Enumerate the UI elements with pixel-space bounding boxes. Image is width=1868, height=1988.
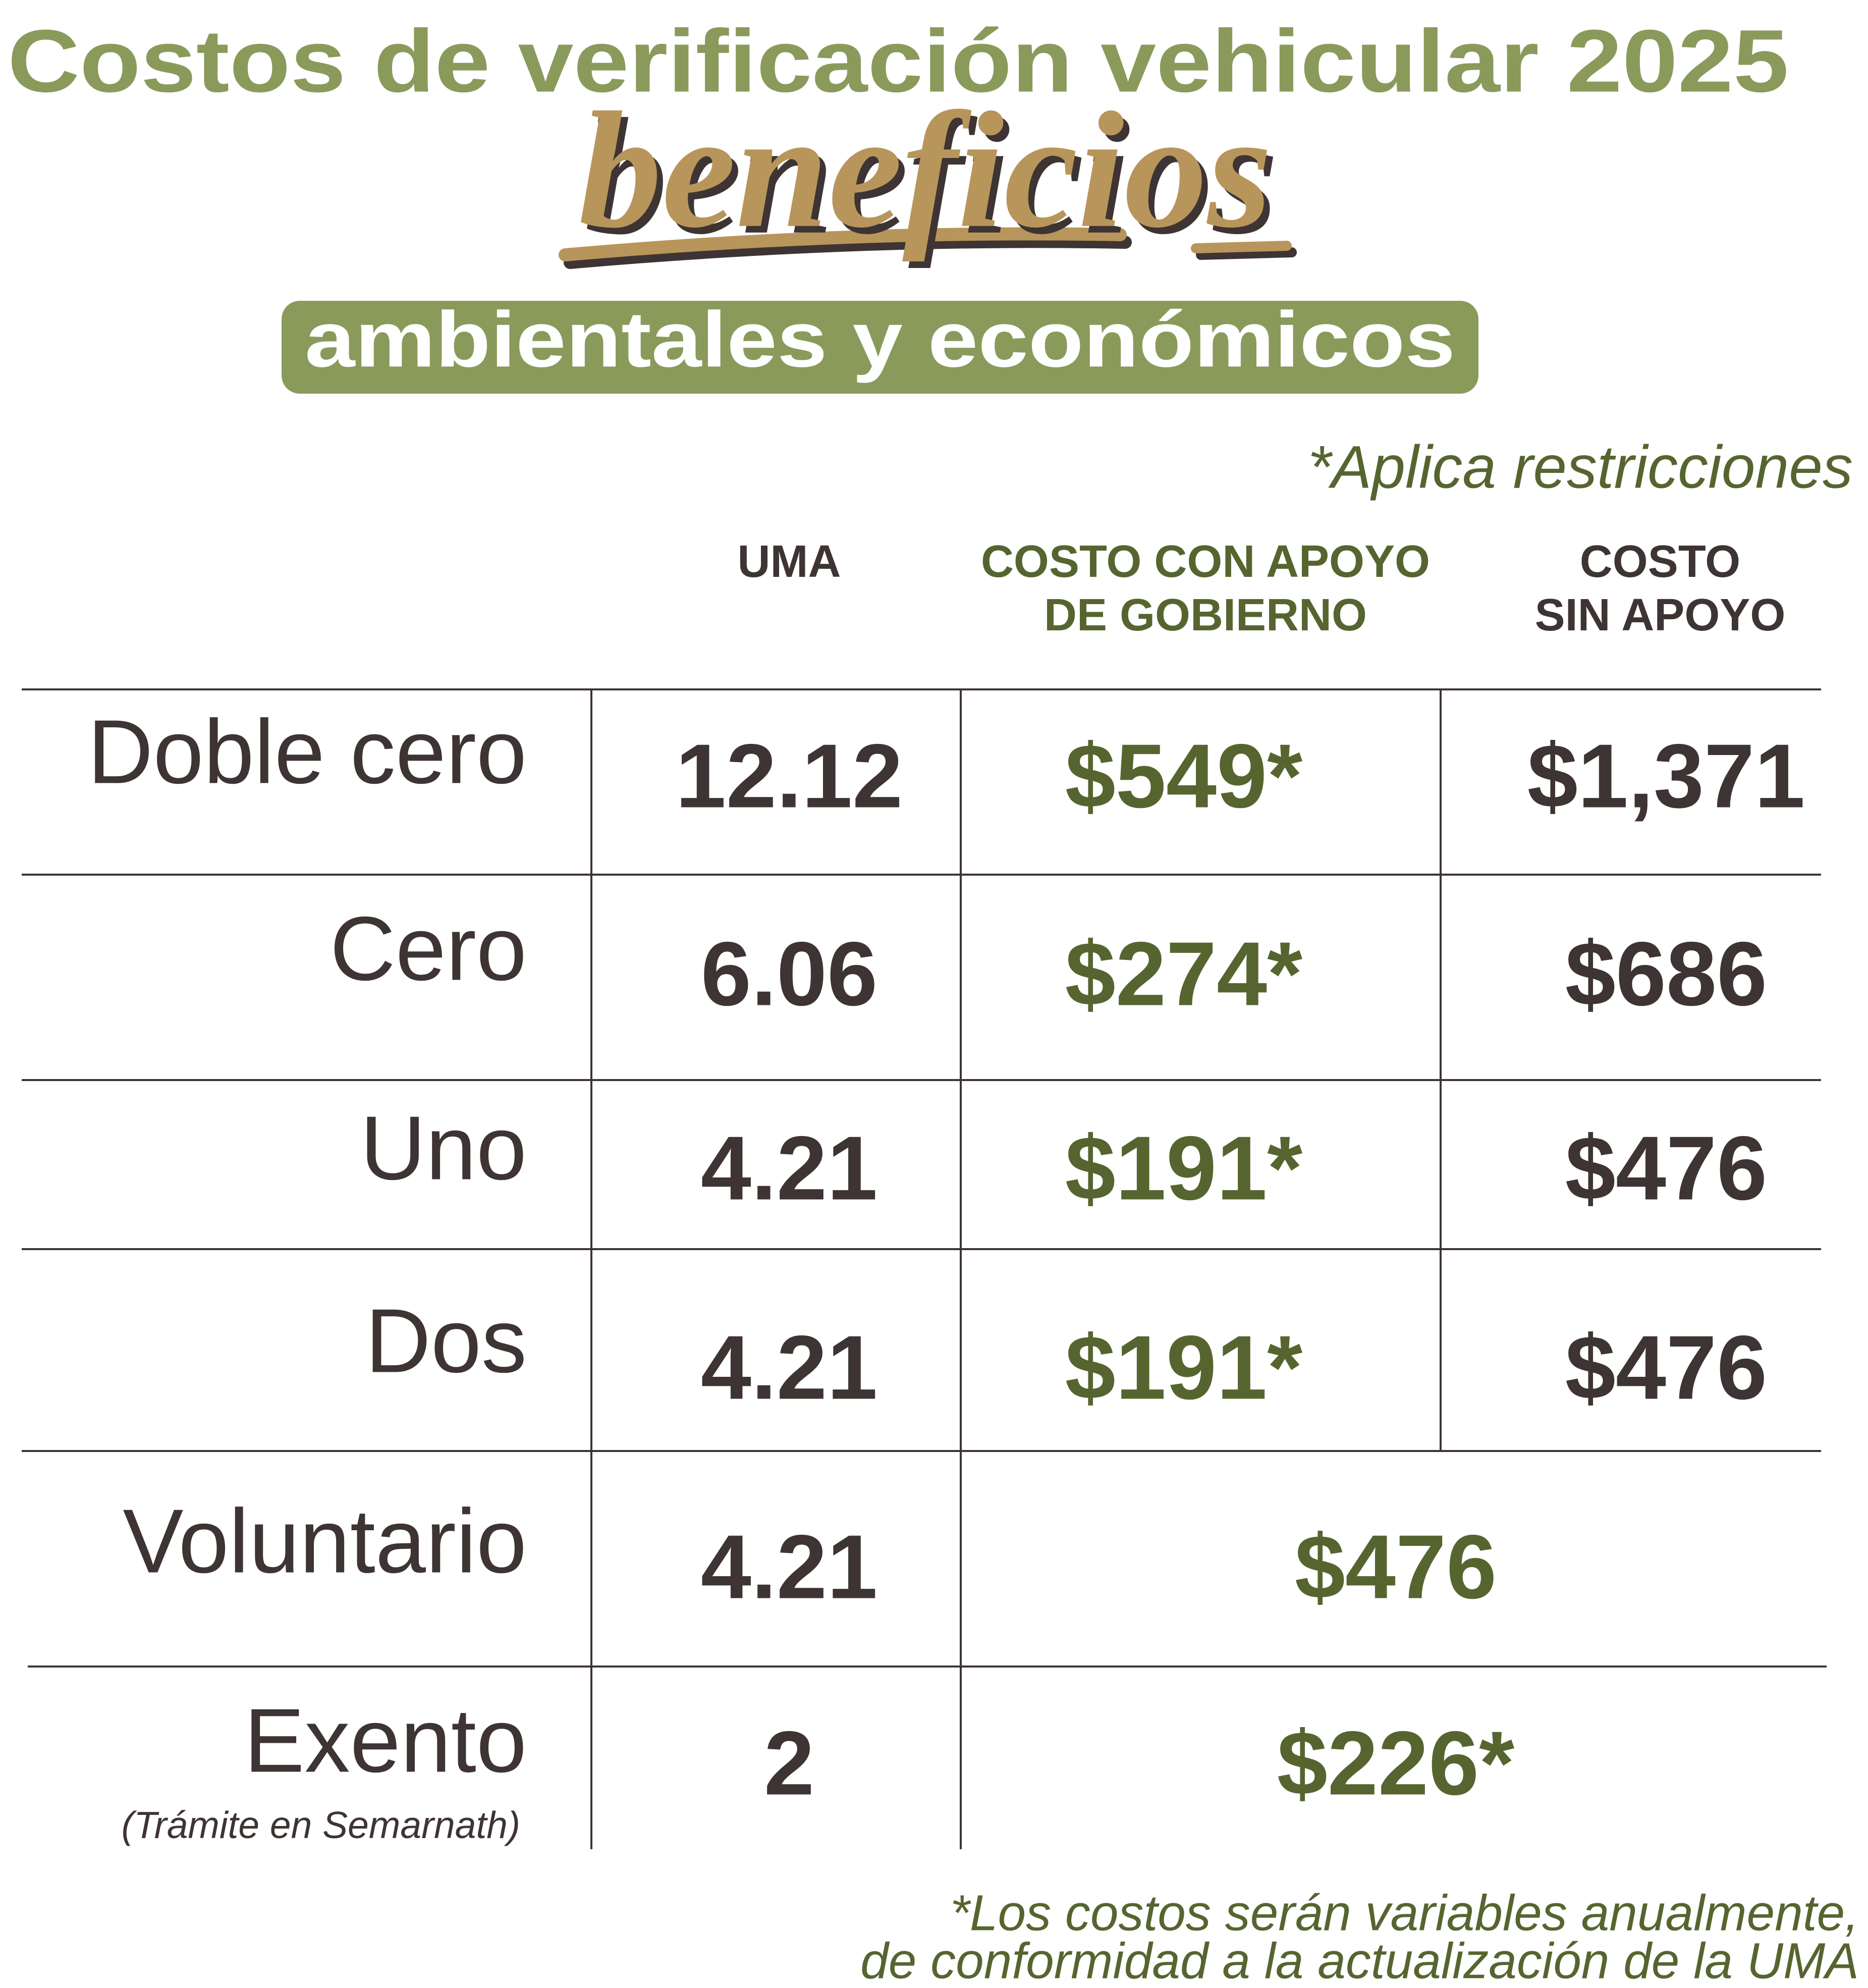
badge-text: ambientales y económicos	[305, 296, 1455, 384]
title: Costos de verificación vehicular 2025	[8, 12, 1789, 111]
column-header: COSTO	[1580, 536, 1740, 587]
row-sublabel: (Trámite en Semarnath)	[121, 1804, 520, 1846]
script-underline-shadow	[564, 235, 1132, 269]
cost-without-support: $686	[1565, 924, 1767, 1025]
uma-value: 4.21	[701, 1317, 877, 1419]
row-label: Doble cero	[88, 702, 527, 803]
row-label: Dos	[365, 1291, 527, 1392]
uma-value: 2	[764, 1713, 814, 1814]
uma-value: 6.06	[701, 924, 877, 1025]
cost-without-support: $476	[1565, 1118, 1767, 1219]
cost-with-support: $274*	[1065, 924, 1302, 1025]
column-header: COSTO CON APOYO	[981, 536, 1430, 587]
cost-with-support: $191*	[1065, 1317, 1302, 1419]
script-shadow: beneficios	[585, 85, 1279, 269]
footnote: *Los costos serán variables anualmente,	[950, 1885, 1859, 1941]
cost-with-support: $191*	[1065, 1118, 1302, 1219]
row-label: Cero	[330, 898, 527, 1000]
uma-value: 4.21	[701, 1118, 877, 1219]
cost-with-support: $549*	[1065, 726, 1302, 827]
uma-value: 12.12	[676, 726, 903, 827]
column-header: DE GOBIERNO	[1044, 590, 1367, 640]
script-word: beneficios	[579, 78, 1273, 262]
footnote: de conformidad a la actualización de la …	[860, 1932, 1859, 1988]
restrictions-note: *Aplica restricciones	[1308, 434, 1853, 501]
cost-value: $226*	[1277, 1713, 1514, 1814]
cost-without-support: $1,371	[1527, 726, 1805, 827]
script-underline	[559, 227, 1127, 261]
row-label: Uno	[360, 1098, 527, 1199]
cost-value: $476	[1295, 1517, 1497, 1618]
column-header: UMA	[738, 536, 841, 587]
cost-without-support: $476	[1565, 1317, 1767, 1419]
script-dash	[1191, 241, 1292, 253]
row-label: Voluntario	[123, 1491, 527, 1592]
column-header: SIN APOYO	[1535, 590, 1786, 640]
row-label: Exento	[244, 1690, 527, 1792]
script-dash-shadow	[1196, 247, 1297, 260]
badge	[282, 301, 1478, 394]
uma-value: 4.21	[701, 1517, 877, 1618]
